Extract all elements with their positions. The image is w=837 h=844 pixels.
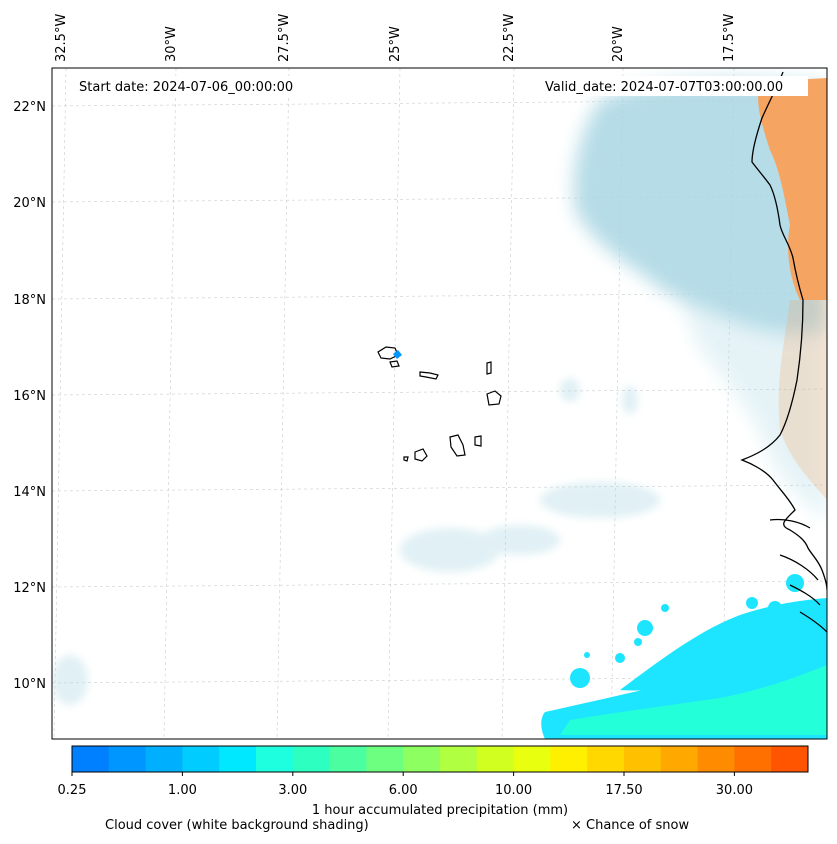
longitude-label: 30°W [164,26,179,62]
valid-date-label: Valid_date: 2024-07-07T03:00:00.00 [545,80,783,95]
coastline-detail [769,518,827,633]
colorbar-swatch [108,746,147,772]
colorbar-border [71,745,809,773]
colorbar-swatch [513,746,551,772]
cloud-wisp [622,386,638,414]
cloud-wisp [52,655,88,705]
colorbar-swatch [771,746,809,772]
colorbar-swatch [329,746,367,772]
cloud-wisp [540,482,660,518]
colorbar-tick-label: 30.00 [716,783,753,798]
colorbar-swatch [256,746,294,772]
colorbar-tick-labels: 0.25 1.00 3.00 6.00 10.00 17.50 30.00 [58,772,753,798]
colorbar-tick-label: 3.00 [278,783,307,798]
longitude-labels: 32.5°W 30°W 27.5°W 25°W 22.5°W 20°W 17.5°W [54,14,737,62]
latitude-label: 16°N [13,389,46,404]
colorbar-swatch [697,746,735,772]
colorbar-swatch [292,746,331,772]
colorbar-swatch [72,746,110,772]
latitude-label: 18°N [13,293,46,308]
latitude-label: 12°N [13,581,46,596]
colorbar-swatch [550,746,588,772]
colorbar-swatch [624,746,662,772]
precip-cell [746,597,758,609]
cape-verde-islands [377,346,502,462]
precip-cell [634,638,642,646]
colorbar-swatch [403,746,441,772]
orange-region-north [758,78,827,300]
colorbar-tick-label: 10.00 [495,783,532,798]
longitude-label: 27.5°W [277,14,292,62]
meridian-line [501,68,515,739]
meridian-line [163,68,177,739]
colorbar-swatch [366,746,404,772]
cloud-wisp [480,525,560,555]
colorbar-swatch [476,746,515,772]
island-santiago [449,434,466,457]
cloud-wisp [560,378,580,402]
colorbar-swatch [182,746,220,772]
island-fogo [414,448,428,462]
colorbar-swatch [440,746,478,772]
start-date-box [74,76,310,96]
cloud-region-northeast [573,80,827,335]
colorbar-swatch [587,746,625,772]
precip-cell [615,653,625,663]
island-sao-nicolau [419,371,439,380]
land-orange-shading [758,78,827,500]
latitude-label: 20°N [13,196,46,211]
colorbar-swatch [219,746,257,772]
meridian-line [387,68,401,739]
island-sal [486,361,492,375]
map-frame-border [51,67,828,740]
start-date-label: Start date: 2024-07-06_00:00:00 [79,80,293,95]
orange-region-south [778,300,827,500]
precipitation-colorbar [72,746,809,772]
meridian-line [53,68,67,739]
precip-band-mid [620,598,827,691]
colorbar-tick-label: 1.00 [168,783,197,798]
precip-cell-islands [393,350,402,359]
meridian-line [276,68,290,739]
precip-cell [584,652,590,658]
meridian-line [610,68,624,739]
longitude-label: 17.5°W [722,14,737,62]
precip-cell [570,668,590,688]
colorbar-swatch [734,746,772,772]
colorbar-swatch [660,746,699,772]
cloud-cover-shading [573,80,827,520]
longitude-label: 22.5°W [502,14,517,62]
island-brava [403,456,409,462]
cloud-region-coast [680,297,827,520]
colorbar-tick-label: 6.00 [389,783,418,798]
precip-core [560,665,827,735]
precip-cell [786,574,804,592]
snow-chance-note: × Chance of snow [571,818,690,833]
colorbar-tick-label: 0.25 [58,783,87,798]
colorbar-swatch [145,746,183,772]
longitude-label: 25°W [388,26,403,62]
valid-date-box [540,76,808,96]
island-sao-vicente [389,360,400,368]
latitude-label: 14°N [13,485,46,500]
precipitation-shading [541,574,827,739]
colorbar-label: 1 hour accumulated precipitation (mm) [312,803,568,818]
cloud-cover-note: Cloud cover (white background shading) [105,818,369,833]
latitude-label: 22°N [13,100,46,115]
cloud-wisp [400,528,500,572]
cloud-cover-wisps [52,378,660,705]
africa-coastline [740,71,827,591]
precip-cell [637,620,653,636]
precip-cell [661,604,669,612]
longitude-label: 20°W [611,26,626,62]
longitude-label: 32.5°W [54,14,69,62]
island-maio [474,435,482,447]
latitude-labels: 22°N 20°N 18°N 16°N 14°N 12°N 10°N [13,100,46,692]
island-boa-vista [486,390,502,406]
colorbar-tick-label: 17.50 [605,783,642,798]
latitude-label: 10°N [13,677,46,692]
precip-cell [768,601,782,615]
